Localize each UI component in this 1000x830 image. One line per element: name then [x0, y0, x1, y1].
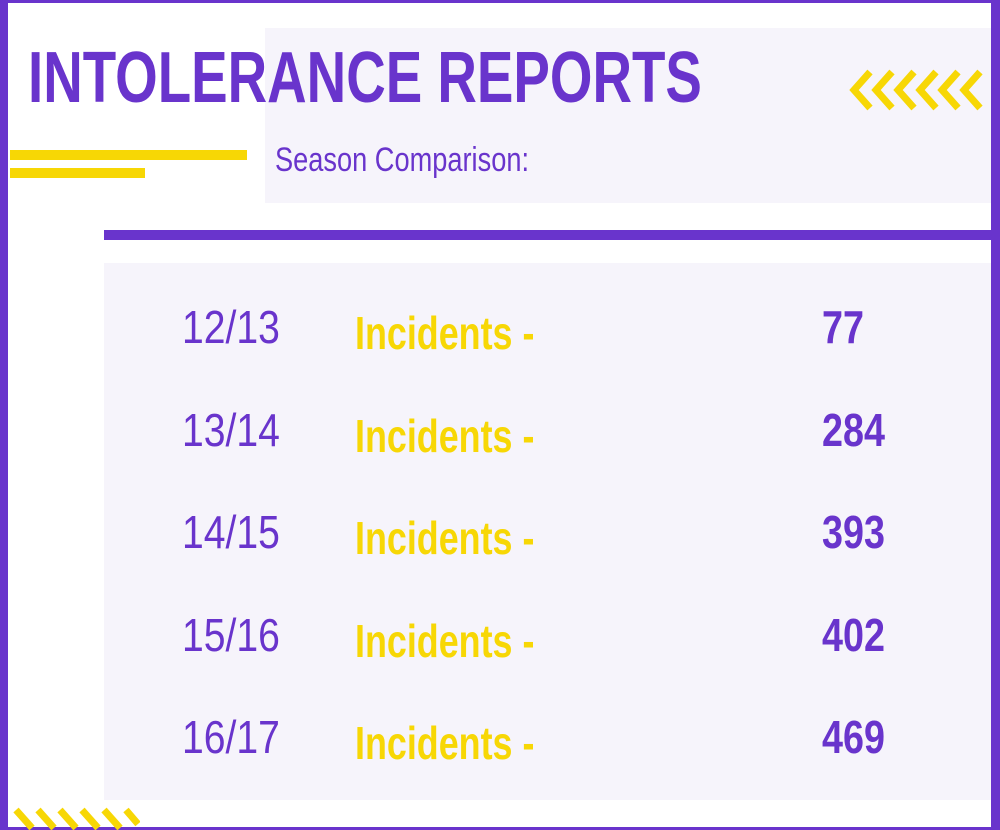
incident-count: 393: [822, 506, 885, 558]
incident-label: Incidents -: [355, 717, 535, 769]
incident-count: 402: [822, 608, 885, 661]
accent-bar: [10, 168, 145, 178]
chevrons: [849, 69, 983, 111]
incident-count-cell: 469: [822, 712, 899, 762]
incident-label: Incidents -: [355, 307, 535, 359]
incident-count-cell: 402: [822, 610, 899, 660]
header-panel: [265, 28, 991, 203]
incident-label-cell: Incidents -: [355, 718, 585, 768]
incident-count: 469: [822, 711, 885, 763]
incident-label: Incidents -: [355, 614, 535, 667]
title: INTOLERANCE REPORTS: [28, 38, 702, 118]
incident-label-cell: Incidents -: [355, 616, 585, 666]
season-cell: 16/17: [182, 712, 297, 762]
border-left: [0, 0, 8, 830]
season-cell: 15/16: [182, 610, 297, 660]
incident-count: 284: [822, 403, 885, 456]
incident-count-cell: 77: [822, 302, 873, 352]
incident-label-cell: Incidents -: [355, 411, 585, 461]
incident-label-cell: Incidents -: [355, 308, 585, 358]
subtitle: Season Comparison:: [275, 141, 530, 179]
table-panel: [104, 263, 991, 800]
incident-count-cell: 284: [822, 405, 899, 455]
chevrons: [13, 807, 140, 830]
season-cell: 13/14: [182, 405, 297, 455]
season: 13/14: [182, 403, 280, 456]
season: 14/15: [182, 506, 280, 558]
season-cell: 14/15: [182, 507, 297, 557]
season: 16/17: [182, 711, 280, 763]
season: 12/13: [182, 301, 280, 353]
incident-label: Incidents -: [355, 512, 535, 564]
season-cell: 12/13: [182, 302, 297, 352]
border-right: [991, 0, 1000, 830]
divider: [104, 230, 991, 240]
incident-label: Incidents -: [355, 409, 535, 462]
border-bottom: [0, 827, 1000, 830]
incident-label-cell: Incidents -: [355, 513, 585, 563]
border-top: [0, 0, 1000, 3]
incident-count-cell: 393: [822, 507, 899, 557]
season: 15/16: [182, 608, 280, 661]
accent-bar: [10, 150, 247, 160]
incident-count: 77: [822, 301, 864, 353]
